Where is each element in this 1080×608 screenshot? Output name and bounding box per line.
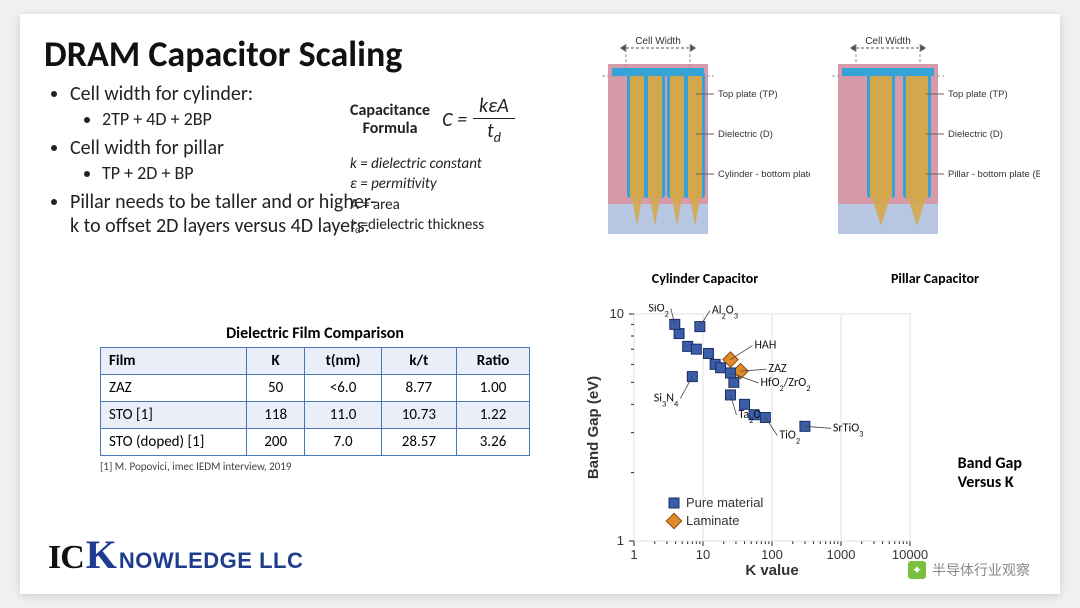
- pillar-caption: Pillar Capacitor: [891, 270, 979, 287]
- slide: DRAM Capacitor Scaling Cell width for cy…: [20, 14, 1060, 594]
- cylinder-caption: Cylinder Capacitor: [652, 270, 758, 287]
- svg-text:K value: K value: [745, 562, 798, 579]
- formula-label: Capacitance Formula: [350, 102, 430, 139]
- svg-text:Cell Width: Cell Width: [635, 36, 681, 47]
- table-body: ZAZ50<6.08.771.00STO [1]11811.010.731.22…: [101, 375, 530, 456]
- svg-text:10: 10: [696, 547, 710, 562]
- table-title: Dielectric Film Comparison: [100, 324, 530, 343]
- scatter-svg: 110100100010000110K valueBand Gap (eV)Si…: [580, 304, 1040, 579]
- wechat-icon: ✦: [908, 561, 926, 579]
- svg-text:ZAZ: ZAZ: [769, 362, 787, 376]
- svg-text:Cylinder - bottom plate (BP): Cylinder - bottom plate (BP): [718, 169, 810, 180]
- watermark: ✦ 半导体行业观察: [908, 560, 1030, 580]
- svg-text:Band Gap (eV): Band Gap (eV): [585, 376, 602, 479]
- svg-text:Pillar - bottom plate (BP): Pillar - bottom plate (BP): [948, 169, 1040, 180]
- film-table: FilmKt(nm)k/tRatio ZAZ50<6.08.771.00STO …: [100, 347, 530, 456]
- table-header-row: FilmKt(nm)k/tRatio: [101, 348, 530, 375]
- capacitor-diagrams: Cell Width Top plate (TP) Dielectric (D) Cy…: [600, 34, 1040, 294]
- svg-text:100: 100: [761, 547, 783, 562]
- cylinder-svg: Cell Width Top plate (TP) Dielectric (D) Cy…: [600, 34, 810, 264]
- scatter-plot: 110100100010000110K valueBand Gap (eV)Si…: [580, 304, 1040, 579]
- film-table-wrap: Dielectric Film Comparison FilmKt(nm)k/t…: [100, 324, 530, 473]
- svg-text:1: 1: [630, 547, 637, 562]
- formula-vars: k = dielectric constant ε = permitivity …: [350, 154, 580, 237]
- svg-text:10: 10: [610, 306, 624, 321]
- svg-text:1: 1: [617, 533, 624, 548]
- brand-logo: IC K NOWLEDGE LLC: [48, 531, 303, 578]
- svg-text:Pure material: Pure material: [686, 495, 763, 510]
- svg-text:Top plate (TP): Top plate (TP): [948, 89, 1008, 100]
- cylinder-diagram: Cell Width Top plate (TP) Dielectric (D) Cy…: [600, 34, 810, 294]
- pillar-svg: Cell Width Top plate (TP) Dielectric (D) Pi…: [830, 34, 1040, 264]
- bullet-3: Pillar needs to be taller and or higher-…: [70, 190, 380, 238]
- table-row: ZAZ50<6.08.771.00: [101, 375, 530, 402]
- table-row: STO (doped) [1]2007.028.573.26: [101, 429, 530, 456]
- scatter-title: Band Gap Versus K: [958, 454, 1022, 492]
- svg-text:1000: 1000: [827, 547, 856, 562]
- svg-text:Laminate: Laminate: [686, 513, 739, 528]
- svg-text:Dielectric (D): Dielectric (D): [948, 129, 1003, 140]
- svg-text:Cell Width: Cell Width: [865, 36, 911, 47]
- pillar-diagram: Cell Width Top plate (TP) Dielectric (D) Pi…: [830, 34, 1040, 294]
- formula-fraction: kεA td: [473, 94, 515, 146]
- formula-block: Capacitance Formula C = kεA td k = diele…: [350, 94, 580, 237]
- table-citation: [1] M. Popovici, imec IEDM interview, 20…: [100, 460, 530, 473]
- svg-text:HAH: HAH: [754, 339, 776, 353]
- svg-text:Top plate (TP): Top plate (TP): [718, 89, 778, 100]
- svg-text:Dielectric (D): Dielectric (D): [718, 129, 773, 140]
- table-row: STO [1]11811.010.731.22: [101, 402, 530, 429]
- formula-lhs: C =: [442, 108, 467, 132]
